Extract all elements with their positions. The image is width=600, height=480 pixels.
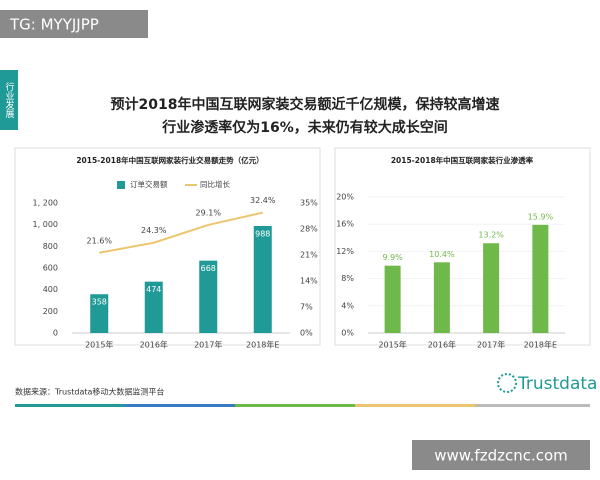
y2-tick-label: 14% (300, 277, 318, 286)
watermark-box (0, 10, 148, 38)
y-tick-label: 800 (43, 242, 58, 251)
x-tick-label: 2016年 (140, 340, 168, 350)
side-tab (0, 70, 18, 130)
bar (199, 260, 218, 333)
line (99, 211, 263, 254)
x-tick-label: 2016年 (428, 340, 456, 350)
legend-swatch (117, 181, 125, 189)
x-tick-label: 2015年 (378, 340, 406, 350)
divider (355, 404, 475, 407)
x-tick-label: 2018年E (524, 340, 557, 350)
y-tick-label: 600 (43, 264, 58, 273)
y-tick-label: 400 (43, 285, 58, 294)
y-tick-label: 16% (336, 220, 354, 229)
divider (15, 404, 125, 407)
y2-tick-label: 0% (300, 329, 313, 338)
divider (125, 404, 235, 407)
bar (532, 224, 549, 333)
data-label: 988 (255, 229, 270, 238)
bar (253, 225, 272, 333)
chart-title: 2015-2018年中国互联网家装行业交易额走势（亿元） (76, 155, 263, 165)
watermark: TG: MYYJJPP (9, 16, 99, 34)
y2-tick-label: 7% (300, 303, 313, 312)
data-label: 13.2% (478, 231, 504, 240)
data-label: 9.9% (382, 253, 403, 262)
y2-tick-label: 35% (300, 199, 318, 208)
x-tick-label: 2018年E (246, 340, 279, 350)
y2-tick-label: 21% (300, 251, 318, 260)
legend-label: 同比增长 (200, 179, 230, 189)
data-label: 21.6% (87, 236, 113, 245)
y-tick-label: 12% (336, 247, 354, 256)
data-label: 29.1% (196, 208, 222, 217)
chart-title: 2015-2018年中国互联网家装行业渗透率 (391, 155, 534, 165)
bar (433, 262, 450, 333)
panel (334, 147, 591, 346)
y-tick-label: 8% (341, 274, 354, 283)
bar (384, 265, 401, 333)
data-label: 358 (92, 298, 107, 307)
legend-label: 订单交易额 (130, 179, 168, 189)
y-tick-label: 1, 200 (33, 199, 58, 208)
y-tick-label: 1, 000 (33, 220, 58, 229)
watermark: www.fzdzcnc.com (434, 447, 568, 465)
bar (483, 243, 500, 333)
data-label: 10.4% (429, 250, 455, 259)
x-tick-label: 2017年 (477, 340, 505, 350)
side-tab-text: 行业发展 (4, 81, 15, 119)
divider (235, 404, 355, 407)
x-tick-label: 2017年 (194, 340, 222, 350)
x-tick-label: 2015年 (85, 340, 113, 350)
logo-icon (497, 373, 517, 393)
bar (144, 281, 163, 333)
data-label: 668 (201, 264, 216, 273)
panel (14, 147, 321, 346)
y-tick-label: 0% (341, 329, 354, 338)
watermark-box (412, 440, 590, 470)
y-tick-label: 4% (341, 301, 354, 310)
data-label: 32.4% (250, 196, 276, 205)
headline: 预计2018年中国互联网家装交易额近千亿规模，保持较高增速 (111, 96, 500, 113)
bar (90, 294, 109, 333)
y-tick-label: 0 (53, 329, 58, 338)
divider (475, 404, 590, 407)
y-tick-label: 200 (43, 307, 58, 316)
logo: Trustdata (517, 374, 597, 394)
headline: 行业渗透率仅为16%，未来仍有较大成长空间 (161, 119, 448, 136)
data-label: 474 (146, 285, 161, 294)
data-label: 15.9% (528, 212, 554, 221)
data-label: 24.3% (141, 226, 167, 235)
y-tick-label: 20% (336, 193, 354, 202)
y2-tick-label: 28% (300, 225, 318, 234)
source: 数据来源：Trustdata移动大数据监测平台 (15, 387, 164, 397)
